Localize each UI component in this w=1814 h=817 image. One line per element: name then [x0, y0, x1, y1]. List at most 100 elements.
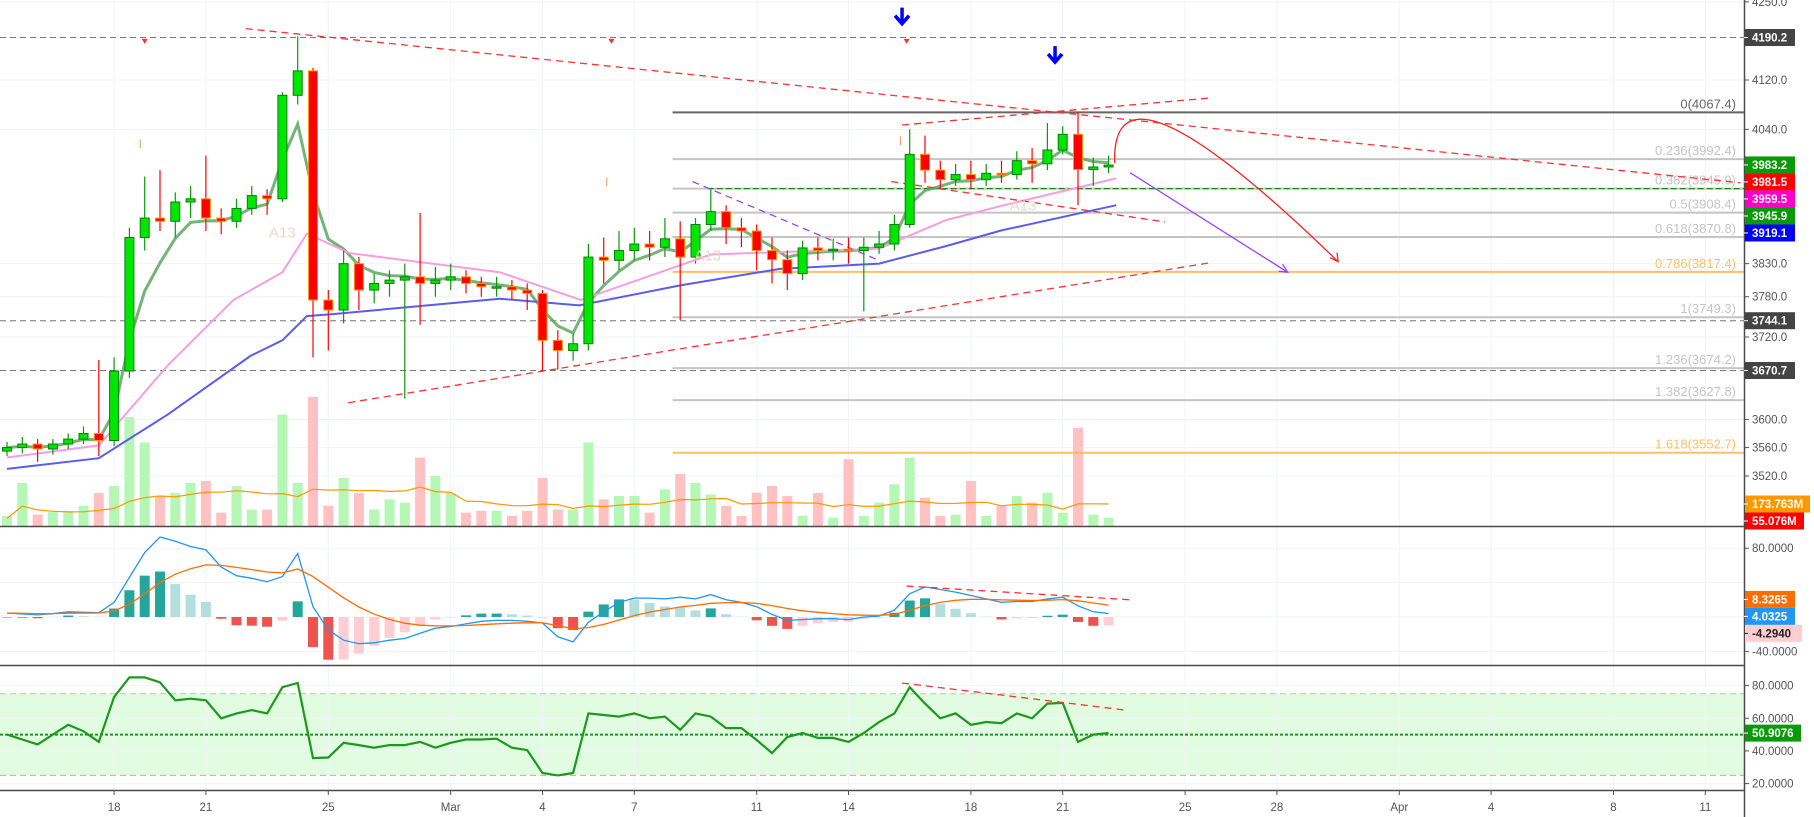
- candle-body[interactable]: [1088, 166, 1099, 171]
- trendline[interactable]: [692, 180, 881, 262]
- candle-body[interactable]: [996, 172, 1007, 176]
- candle-body[interactable]: [690, 224, 701, 258]
- candle-body[interactable]: [797, 247, 808, 275]
- candle-body[interactable]: [629, 243, 640, 252]
- candle-body[interactable]: [568, 343, 579, 352]
- candle-body[interactable]: [828, 248, 839, 252]
- candle-body[interactable]: [506, 286, 517, 291]
- candle-body[interactable]: [920, 153, 930, 171]
- candle-body[interactable]: [537, 292, 548, 341]
- volume-bar: [308, 396, 318, 526]
- candle-body[interactable]: [812, 247, 823, 252]
- trendline[interactable]: [245, 27, 1741, 184]
- macd-tick-label: -40.0000: [1752, 646, 1797, 658]
- candle-body[interactable]: [1011, 160, 1022, 176]
- price-tick-label: 3560.0: [1752, 443, 1787, 455]
- candle-body[interactable]: [216, 217, 227, 222]
- candle-body[interactable]: [47, 443, 58, 450]
- candle-body[interactable]: [338, 263, 349, 311]
- candle-body[interactable]: [751, 230, 762, 252]
- candle-body[interactable]: [491, 286, 502, 289]
- candle-body[interactable]: [430, 279, 441, 284]
- candle-body[interactable]: [889, 224, 900, 245]
- candle-body[interactable]: [1042, 149, 1053, 165]
- candle-body[interactable]: [598, 256, 609, 261]
- rsi-tick-label: 40.0000: [1752, 746, 1794, 758]
- candle-body[interactable]: [399, 276, 410, 281]
- candle-body[interactable]: [644, 243, 655, 248]
- candle-body[interactable]: [1103, 164, 1114, 168]
- price-label: 4190.2: [1752, 32, 1787, 44]
- rsi-trendline[interactable]: [901, 682, 1126, 711]
- rsi-value-label: 50.9076: [1752, 728, 1794, 740]
- candle-body[interactable]: [583, 256, 594, 345]
- candle-body[interactable]: [384, 279, 395, 284]
- projection-arc[interactable]: [1114, 118, 1339, 263]
- candle-body[interactable]: [353, 263, 364, 291]
- macd-histogram-bar: [1103, 617, 1114, 626]
- candle-body[interactable]: [415, 276, 426, 284]
- candle-body[interactable]: [461, 276, 471, 284]
- candle-body[interactable]: [155, 217, 165, 222]
- candle-body[interactable]: [78, 432, 89, 440]
- macd-histogram-bar: [155, 571, 165, 617]
- candle-body[interactable]: [323, 299, 334, 311]
- macd-histogram-bar: [308, 617, 318, 648]
- candle-body[interactable]: [17, 443, 28, 449]
- candle-body[interactable]: [705, 211, 716, 226]
- candle-body[interactable]: [445, 276, 456, 281]
- candle-body[interactable]: [369, 282, 380, 291]
- candle-body[interactable]: [185, 198, 196, 203]
- candle-body[interactable]: [63, 438, 74, 445]
- candle-body[interactable]: [139, 217, 150, 238]
- candle-body[interactable]: [1073, 133, 1083, 171]
- candle-body[interactable]: [843, 248, 854, 252]
- candle-body[interactable]: [262, 195, 273, 200]
- candle-body[interactable]: [965, 174, 976, 181]
- candle-body[interactable]: [292, 70, 303, 96]
- price-tick-label: 3780.0: [1752, 292, 1787, 304]
- candle-body[interactable]: [614, 250, 624, 261]
- candle-body[interactable]: [308, 70, 318, 301]
- trendline[interactable]: [901, 97, 1213, 126]
- trendline[interactable]: [891, 180, 1166, 223]
- time-tick-label: 7: [631, 802, 637, 814]
- candle-body[interactable]: [950, 174, 961, 181]
- candle-body[interactable]: [675, 238, 686, 258]
- candle-body[interactable]: [874, 243, 885, 248]
- macd-value-label: 4.0325: [1752, 611, 1788, 623]
- candle-body[interactable]: [2, 447, 12, 452]
- volume-bar: [828, 517, 839, 526]
- candle-body[interactable]: [124, 236, 135, 372]
- trendline[interactable]: [348, 261, 1213, 404]
- candle-body[interactable]: [476, 282, 487, 288]
- candle-body[interactable]: [736, 227, 747, 232]
- projection-arrow[interactable]: [1129, 172, 1288, 273]
- candle-body[interactable]: [1057, 133, 1068, 151]
- candle-body[interactable]: [767, 250, 777, 261]
- candle-body[interactable]: [981, 172, 992, 181]
- candle-body[interactable]: [522, 289, 533, 294]
- time-tick-label: 8: [1610, 802, 1616, 814]
- candle-body[interactable]: [170, 201, 181, 222]
- candle-body[interactable]: [782, 259, 793, 275]
- candle-body[interactable]: [231, 207, 242, 222]
- candle-body[interactable]: [858, 246, 869, 252]
- candle-body[interactable]: [246, 195, 257, 209]
- candle-body[interactable]: [721, 211, 732, 229]
- macd-value-label: 8.3265: [1752, 594, 1788, 606]
- candle-body[interactable]: [93, 432, 104, 442]
- candle-body[interactable]: [904, 153, 915, 226]
- candle-body[interactable]: [1027, 160, 1038, 165]
- candle-body[interactable]: [200, 198, 211, 219]
- volume-bar: [950, 514, 961, 526]
- candle-body[interactable]: [935, 169, 946, 181]
- candle-body[interactable]: [109, 370, 120, 442]
- candle-body[interactable]: [552, 339, 563, 352]
- candle-body[interactable]: [659, 238, 670, 248]
- candle-body[interactable]: [32, 443, 43, 450]
- candle-body[interactable]: [277, 94, 288, 200]
- macd-trendline[interactable]: [906, 585, 1131, 601]
- triangle-down-icon: [903, 38, 910, 44]
